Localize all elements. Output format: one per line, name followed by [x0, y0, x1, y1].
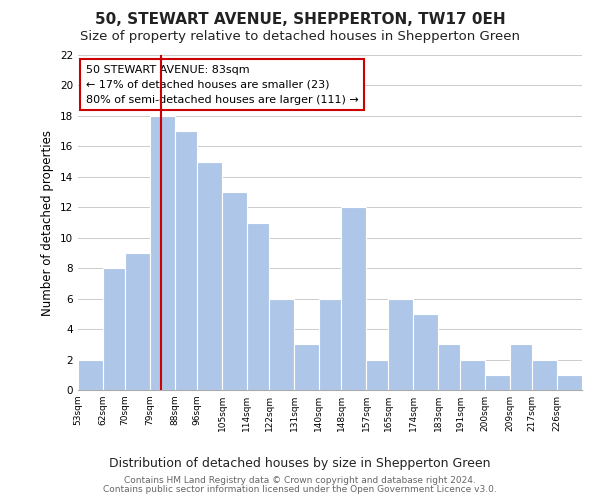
Text: Contains HM Land Registry data © Crown copyright and database right 2024.: Contains HM Land Registry data © Crown c… [124, 476, 476, 485]
Bar [222, 192, 247, 390]
Text: Size of property relative to detached houses in Shepperton Green: Size of property relative to detached ho… [80, 30, 520, 43]
Bar [460, 360, 485, 390]
Bar [557, 375, 582, 390]
Text: 50 STEWART AVENUE: 83sqm
← 17% of detached houses are smaller (23)
80% of semi-d: 50 STEWART AVENUE: 83sqm ← 17% of detach… [86, 65, 358, 104]
Bar [532, 360, 557, 390]
Bar [319, 298, 341, 390]
Y-axis label: Number of detached properties: Number of detached properties [41, 130, 55, 316]
Bar [388, 298, 413, 390]
Text: 50, STEWART AVENUE, SHEPPERTON, TW17 0EH: 50, STEWART AVENUE, SHEPPERTON, TW17 0EH [95, 12, 505, 28]
Bar [485, 375, 510, 390]
Bar [294, 344, 319, 390]
Bar [341, 208, 366, 390]
Text: Contains public sector information licensed under the Open Government Licence v3: Contains public sector information licen… [103, 485, 497, 494]
Bar [175, 131, 197, 390]
Bar [125, 253, 150, 390]
Bar [103, 268, 125, 390]
Bar [197, 162, 222, 390]
Bar [269, 298, 294, 390]
Bar [438, 344, 460, 390]
Bar [510, 344, 532, 390]
Bar [247, 222, 269, 390]
Text: Distribution of detached houses by size in Shepperton Green: Distribution of detached houses by size … [109, 458, 491, 470]
Bar [413, 314, 438, 390]
Bar [366, 360, 388, 390]
Bar [150, 116, 175, 390]
Bar [78, 360, 103, 390]
